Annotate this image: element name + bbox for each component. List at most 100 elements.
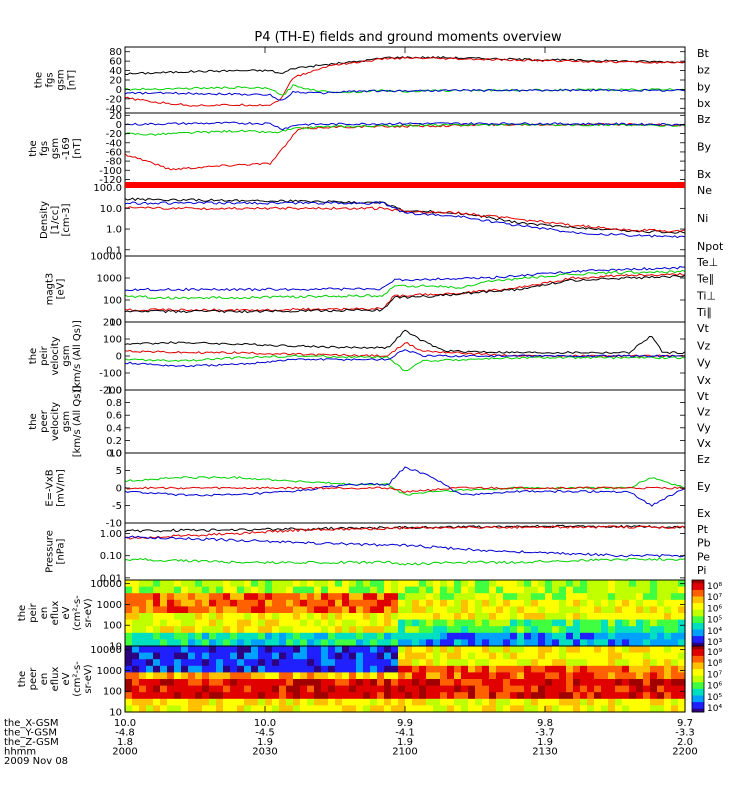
- spectrogram-cell: [643, 580, 651, 588]
- spectrogram-cell: [370, 639, 378, 647]
- spectrogram-cell: [461, 586, 469, 594]
- spectrogram-cell: [167, 586, 175, 594]
- spectrogram-cell: [342, 632, 350, 640]
- spectrogram-cell: [440, 652, 448, 660]
- spectrogram-cell: [559, 599, 567, 607]
- spectrogram-cell: [594, 580, 602, 588]
- colorbar-frame: [691, 645, 705, 713]
- spectrogram-cell: [405, 692, 413, 700]
- spectrogram-cell: [363, 665, 371, 673]
- spectrogram-cell: [300, 586, 308, 594]
- spectrogram-cell: [209, 632, 217, 640]
- legend-entry: By: [697, 141, 712, 154]
- spectrogram-cell: [216, 613, 224, 621]
- spectrogram-cell: [545, 679, 553, 687]
- spectrogram-cell: [503, 665, 511, 673]
- spectrogram-cell: [244, 639, 252, 647]
- spectrogram-cell: [559, 593, 567, 601]
- spectrogram-cell: [489, 679, 497, 687]
- legend-entry: Vz: [697, 339, 711, 352]
- spectrogram-cell: [566, 659, 574, 667]
- spectrogram-cell: [356, 646, 364, 654]
- spectrogram-cell: [559, 586, 567, 594]
- spectrogram-cell: [286, 639, 294, 647]
- colorbar-segment: [692, 655, 704, 660]
- spectrogram-cell: [629, 586, 637, 594]
- spectrogram-cell: [223, 685, 231, 693]
- spectrogram-cell: [496, 580, 504, 588]
- spectrogram-cell: [377, 632, 385, 640]
- y-tick-label: 1.0: [106, 386, 122, 397]
- spectrogram-cell: [202, 599, 210, 607]
- spectrogram-cell: [195, 586, 203, 594]
- spectrogram-cell: [629, 613, 637, 621]
- spectrogram-cell: [356, 692, 364, 700]
- spectrogram-cell: [510, 679, 518, 687]
- spectrogram-cell: [629, 665, 637, 673]
- spectrogram-cell: [293, 665, 301, 673]
- spectrogram-cell: [433, 632, 441, 640]
- spectrogram-cell: [265, 685, 273, 693]
- spectrogram-cell: [475, 705, 483, 713]
- spectrogram-cell: [279, 613, 287, 621]
- spectrogram-cell: [223, 698, 231, 706]
- spectrogram-cell: [223, 580, 231, 588]
- spectrogram-cell: [181, 593, 189, 601]
- spectrogram-cell: [125, 639, 133, 647]
- spectrogram-cell: [538, 705, 546, 713]
- spectrogram-cell: [489, 665, 497, 673]
- legend-entry: Vz: [697, 406, 711, 419]
- spectrogram-cell: [363, 599, 371, 607]
- spectrogram-cell: [328, 606, 336, 614]
- spectrogram-cell: [209, 613, 217, 621]
- spectrogram-cell: [279, 679, 287, 687]
- spectrogram-cell: [615, 652, 623, 660]
- spectrogram-cell: [559, 652, 567, 660]
- spectrogram-cell: [258, 652, 266, 660]
- spectrogram-cell: [258, 646, 266, 654]
- spectrogram-cell: [293, 606, 301, 614]
- spectrogram-cell: [454, 580, 462, 588]
- panel-frame: [124, 389, 686, 454]
- spectrogram-cell: [643, 665, 651, 673]
- spectrogram-cell: [251, 632, 259, 640]
- y-tick-label: 1000: [97, 274, 122, 285]
- spectrogram-cell: [349, 606, 357, 614]
- spectrogram-cell: [426, 698, 434, 706]
- spectrogram-cell: [671, 632, 679, 640]
- y-axis-label-line: gsm: [50, 138, 61, 159]
- x-tick-label: 2100: [392, 747, 417, 758]
- spectrogram-cell: [559, 626, 567, 634]
- spectrogram-cell: [405, 685, 413, 693]
- spectrogram-cell: [636, 632, 644, 640]
- spectrogram-cell: [447, 599, 455, 607]
- spectrogram-cell: [307, 685, 315, 693]
- spectrogram-cell: [377, 659, 385, 667]
- y-axis-label-line: magt3: [45, 273, 56, 306]
- spectrogram-cell: [454, 599, 462, 607]
- spectrogram-cell: [468, 646, 476, 654]
- spectrogram-cell: [580, 652, 588, 660]
- spectrogram-cell: [461, 580, 469, 588]
- legend-entry: Bt: [697, 47, 710, 60]
- spectrogram-cell: [580, 679, 588, 687]
- spectrogram-cell: [664, 679, 672, 687]
- spectrogram-cell: [461, 679, 469, 687]
- spectrogram-cell: [601, 599, 609, 607]
- spectrogram-cell: [300, 679, 308, 687]
- spectrogram-cell: [328, 593, 336, 601]
- spectrogram-cell: [405, 586, 413, 594]
- spectrogram-cell: [594, 672, 602, 680]
- spectrogram-cell: [517, 652, 525, 660]
- spectrogram-cell: [454, 632, 462, 640]
- spectrogram-cell: [328, 652, 336, 660]
- spectrogram-cell: [230, 632, 238, 640]
- spectrogram-cell: [650, 593, 658, 601]
- colorbar-tick-label: 10³: [707, 638, 722, 648]
- spectrogram-cell: [272, 665, 280, 673]
- x-row-label: hhmm: [4, 747, 36, 758]
- spectrogram-cell: [139, 665, 147, 673]
- spectrogram-cell: [314, 685, 322, 693]
- spectrogram-cell: [608, 586, 616, 594]
- spectrogram-cell: [251, 665, 259, 673]
